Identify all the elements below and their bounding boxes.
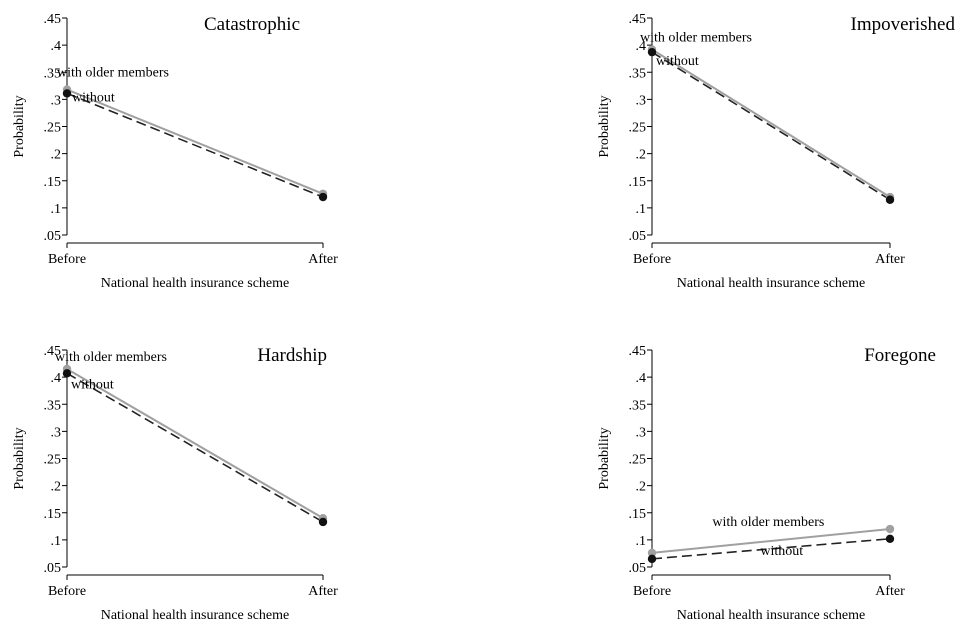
y-tick-label: .35	[44, 66, 62, 81]
data-point-without	[318, 192, 328, 202]
data-point-without	[647, 554, 657, 564]
y-axis-title: Probability	[597, 427, 612, 489]
panel-foregone: .05 .1 .15 .2 .25 .3 .35 .4 .45 Before After Nation…	[597, 344, 936, 623]
y-tick-label: .3	[51, 425, 62, 440]
panel-title: Catastrophic	[204, 14, 300, 35]
x-tick-label: After	[308, 252, 338, 267]
x-tick-label: Before	[48, 584, 86, 599]
series-annotation: with older members	[640, 30, 752, 45]
y-tick-label: .25	[629, 453, 647, 468]
y-tick-label: .1	[636, 202, 647, 217]
y-tick-label: .3	[636, 425, 647, 440]
data-point-without	[647, 47, 657, 57]
y-tick-label: .35	[629, 398, 647, 413]
y-tick-label: .45	[629, 12, 647, 27]
y-tick-label: .35	[629, 66, 647, 81]
series-annotation: with older members	[55, 350, 167, 365]
series-annotation: without	[71, 377, 114, 392]
series-annotation: without	[72, 90, 115, 105]
y-tick-label: .3	[51, 93, 62, 108]
y-tick-label: .2	[636, 148, 647, 163]
y-tick-label: .4	[636, 39, 647, 54]
series-line-with-older-members	[651, 528, 891, 554]
x-axis-title: National health insurance scheme	[677, 608, 866, 623]
panel-impoverished: .05 .1 .15 .2 .25 .3 .35 .4 .45 Before After Nation…	[597, 12, 955, 291]
x-tick-label: Before	[633, 584, 671, 599]
series-annotation: with older members	[57, 66, 169, 81]
y-tick-label: .25	[44, 453, 62, 468]
series-line-without	[66, 372, 324, 523]
data-point-without	[62, 369, 72, 378]
data-point-without	[885, 534, 895, 543]
y-tick-label: .45	[629, 344, 647, 359]
x-tick-label: After	[875, 252, 905, 267]
x-tick-label: After	[308, 584, 338, 599]
y-tick-label: .15	[44, 507, 62, 522]
y-tick-label: .4	[51, 371, 62, 386]
y-tick-label: .1	[51, 534, 62, 549]
x-axis-title: National health insurance scheme	[677, 276, 866, 291]
y-tick-label: .15	[629, 175, 647, 190]
panel-title: Impoverished	[851, 14, 956, 35]
series-line-with-older-members	[66, 368, 324, 520]
panel-title: Foregone	[864, 345, 936, 366]
data-point-with-older-members	[885, 524, 895, 534]
x-tick-label: After	[875, 584, 905, 599]
x-axis-title: National health insurance scheme	[101, 608, 290, 623]
series-annotation: with older members	[712, 515, 824, 530]
y-tick-label: .05	[44, 229, 62, 244]
panel-hardship: .05 .1 .15 .2 .25 .3 .35 .4 .45 Before After Nation…	[12, 344, 338, 623]
y-tick-label: .05	[44, 561, 62, 576]
y-tick-label: .2	[636, 480, 647, 495]
y-tick-label: .15	[44, 175, 62, 190]
panel-catastrophic: .05 .1 .15 .2 .25 .3 .35 .4 .45 Before After Nation…	[12, 12, 338, 291]
y-tick-label: .05	[629, 229, 647, 244]
series-line-without	[66, 92, 324, 198]
series-line-with-older-members	[66, 88, 324, 195]
panel-title: Hardship	[257, 345, 327, 366]
series-line-without	[651, 51, 891, 201]
y-tick-label: .15	[629, 507, 647, 522]
y-tick-label: .2	[51, 148, 62, 163]
data-point-without	[62, 89, 72, 98]
data-point-without	[885, 195, 895, 204]
y-tick-label: .25	[44, 121, 62, 136]
x-tick-label: Before	[633, 252, 671, 267]
series-line-without	[651, 537, 891, 560]
y-tick-label: .45	[44, 344, 62, 359]
y-tick-label: .25	[629, 121, 647, 136]
y-tick-label: .2	[51, 480, 62, 495]
y-tick-label: .4	[636, 371, 647, 386]
y-axis-title: Probability	[597, 95, 612, 157]
series-annotation: without	[760, 544, 803, 559]
series-line-with-older-members	[651, 48, 891, 198]
y-tick-label: .45	[44, 12, 62, 27]
y-tick-label: .4	[51, 39, 62, 54]
y-tick-label: .3	[636, 93, 647, 108]
y-tick-label: .05	[629, 561, 647, 576]
y-tick-label: .1	[636, 534, 647, 549]
y-axis-title: Probability	[12, 427, 27, 489]
series-annotation: without	[656, 54, 699, 69]
x-axis-title: National health insurance scheme	[101, 276, 290, 291]
y-tick-label: .35	[44, 398, 62, 413]
x-tick-label: Before	[48, 252, 86, 267]
y-tick-label: .1	[51, 202, 62, 217]
data-point-without	[318, 517, 328, 527]
data-point-with-older-members	[647, 548, 657, 558]
y-axis-title: Probability	[12, 95, 27, 157]
